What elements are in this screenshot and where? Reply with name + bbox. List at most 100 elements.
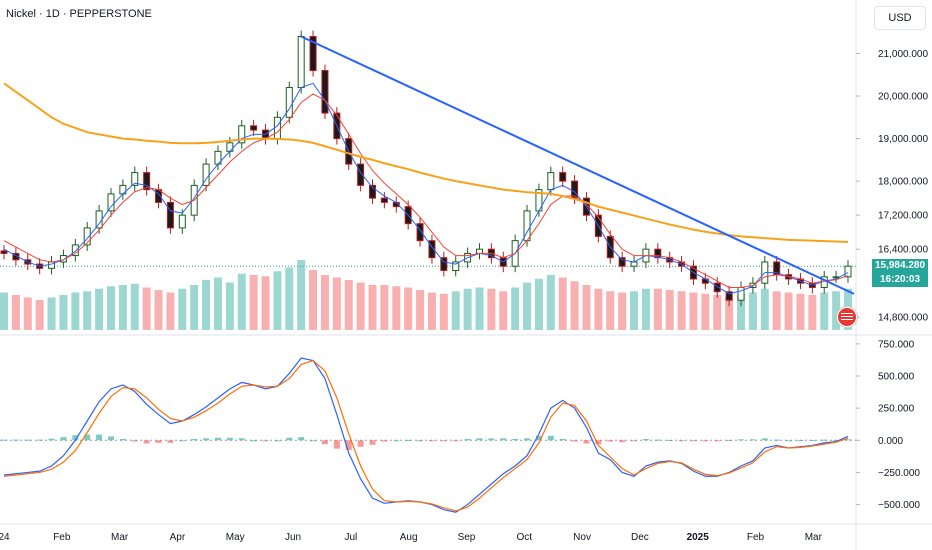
- candle-body: [131, 172, 139, 186]
- time-tick-label: Dec: [631, 532, 649, 543]
- macd-histogram-bar: [547, 435, 554, 441]
- candle-body: [725, 291, 733, 301]
- us-flag-icon[interactable]: [837, 307, 857, 327]
- macd-histogram-bar: [607, 440, 614, 442]
- volume-bar: [558, 277, 567, 330]
- volume-bar: [249, 275, 258, 330]
- price-tick-label: 21,000.000: [878, 49, 928, 60]
- candle-body: [357, 163, 365, 186]
- volume-bar: [178, 288, 187, 330]
- macd-histogram-bar: [559, 439, 566, 441]
- time-tick-label: Sep: [458, 532, 476, 543]
- macd-histogram-bar: [809, 439, 816, 441]
- volume-bar: [725, 296, 734, 330]
- macd-histogram-bar: [345, 440, 352, 450]
- macd-histogram-bar: [96, 434, 103, 441]
- trendline: [300, 35, 855, 295]
- last-price-label: 15,984.280: [872, 259, 928, 274]
- volume-bar: [130, 283, 139, 330]
- macd-histogram-bar: [357, 440, 364, 447]
- time-tick-label: 24: [0, 532, 10, 543]
- macd-histogram-bar: [191, 439, 198, 441]
- time-tick-label: Aug: [400, 532, 418, 543]
- macd-histogram-bar: [310, 440, 317, 442]
- candle-body: [428, 240, 436, 259]
- time-tick-label: Jun: [285, 532, 301, 543]
- macd-histogram-bar: [381, 440, 388, 442]
- volume-bar: [118, 285, 127, 330]
- ma_slow-line: [3, 82, 849, 243]
- price-tick-label: 18,000.000: [878, 177, 928, 188]
- candle-body: [559, 172, 567, 182]
- volume-bar: [701, 293, 710, 330]
- candle-body: [143, 172, 151, 191]
- volume-bar: [641, 288, 650, 330]
- macd-histogram-bar: [476, 438, 483, 441]
- volume-bar: [475, 287, 484, 330]
- macd-histogram-bar: [440, 440, 447, 442]
- volume-bar: [213, 277, 222, 330]
- candle-body: [701, 278, 709, 284]
- candle-body: [630, 261, 638, 267]
- macd-histogram-bar: [72, 435, 79, 441]
- candle-body: [321, 70, 329, 114]
- volume-bar: [689, 292, 698, 330]
- volume-bar: [713, 295, 722, 330]
- volume-bar: [653, 288, 662, 330]
- macd-tick-label: 250.000: [878, 404, 915, 415]
- volume-bar: [796, 293, 805, 330]
- macd-histogram-bar: [500, 438, 507, 441]
- macd-histogram-bar: [845, 439, 851, 441]
- macd-histogram-bar: [512, 439, 519, 441]
- volume-bar: [832, 291, 841, 330]
- volume-bar: [511, 287, 520, 330]
- volume-bar: [665, 290, 674, 330]
- price-tick-label: 20,000.000: [878, 92, 928, 103]
- symbol-title[interactable]: Nickel · 1D · PEPPERSTONE: [6, 8, 152, 20]
- candle-body: [83, 227, 91, 246]
- macd-histogram-bar: [393, 440, 400, 442]
- volume-bar: [71, 292, 80, 330]
- volume-bar: [190, 285, 199, 330]
- volume-bar: [546, 275, 555, 330]
- candle-body: [166, 201, 174, 229]
- macd-tick-label: 0.000: [878, 436, 903, 447]
- time-tick-label: Apr: [170, 532, 186, 543]
- candle-body: [285, 87, 293, 118]
- volume-bar: [142, 287, 151, 330]
- macd-histogram-bar: [155, 440, 162, 443]
- volume-bar: [570, 281, 579, 330]
- volume-bar: [380, 285, 389, 330]
- volume-bar: [618, 292, 627, 330]
- macd-lines: [3, 357, 849, 513]
- macd-histogram-bar: [274, 440, 281, 442]
- volume-bar: [83, 291, 92, 330]
- macd-histogram-bar: [631, 440, 638, 442]
- macd-tick-label: −500.000: [878, 500, 920, 511]
- volume-bar: [261, 276, 270, 330]
- macd-histogram-bar: [226, 437, 233, 441]
- volume-bar: [237, 273, 246, 330]
- macd-histogram-bar: [738, 439, 745, 441]
- candle-body: [654, 248, 662, 259]
- macd-histogram-bar: [214, 437, 221, 441]
- candle-body: [309, 36, 317, 72]
- macd-histogram: [1, 434, 851, 450]
- volume-bar: [748, 292, 757, 330]
- candle-body: [713, 282, 721, 293]
- volume-bar: [439, 293, 448, 330]
- macd-histogram-bar: [702, 440, 709, 442]
- volume-bars: [0, 260, 852, 330]
- macd-histogram-bar: [179, 440, 186, 442]
- volume-bar: [463, 288, 472, 330]
- volume-bar: [344, 280, 353, 330]
- signal-line: [3, 359, 849, 512]
- currency-selector[interactable]: USD: [874, 6, 926, 30]
- macd-histogram-bar: [131, 440, 138, 442]
- volume-bar: [534, 278, 543, 330]
- time-tick-label: Feb: [747, 532, 765, 543]
- volume-bar: [772, 291, 781, 330]
- volume-bar: [392, 286, 401, 330]
- macd-histogram-bar: [143, 440, 150, 444]
